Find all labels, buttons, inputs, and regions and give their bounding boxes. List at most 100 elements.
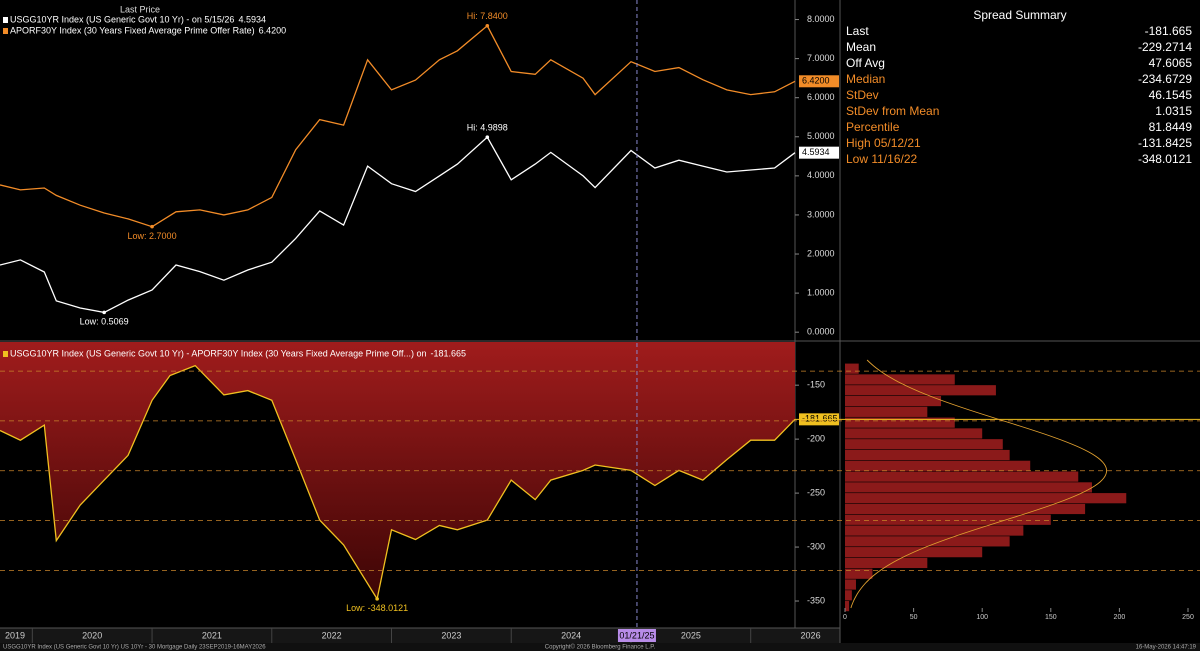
histogram-bar	[845, 395, 942, 407]
summary-value: -348.0121	[1138, 152, 1192, 166]
last-value-flag: 6.4200	[799, 75, 839, 88]
y-tick-label: 4.0000	[807, 170, 835, 180]
last-value-label: 6.4200	[802, 76, 830, 86]
histogram-bar	[845, 493, 1127, 504]
y-tick-label: 6.0000	[807, 92, 835, 102]
summary-value: 47.6065	[1149, 56, 1193, 70]
summary-label: Median	[846, 72, 885, 86]
summary-value: 81.8449	[1149, 120, 1193, 134]
legend-swatch	[3, 351, 8, 357]
y-tick-label: -150	[807, 380, 825, 390]
series-line	[0, 136, 796, 314]
histogram-bar	[845, 460, 1031, 471]
summary-value: 1.0315	[1155, 104, 1192, 118]
x-tick-label: 2022	[322, 630, 342, 640]
annotation-label: Hi: 7.8400	[467, 11, 508, 21]
y-tick-label: -350	[807, 595, 825, 605]
last-value-label: -181.665	[802, 414, 838, 424]
last-value-box	[799, 75, 839, 88]
legend-value: 6.4200	[259, 25, 287, 35]
legend-swatch	[3, 17, 8, 23]
summary-label: Percentile	[846, 120, 900, 134]
histogram-bar	[845, 525, 1024, 536]
summary-value: 46.1545	[1149, 88, 1193, 102]
x-tick-label: 0	[843, 614, 847, 621]
summary-label: High 05/12/21	[846, 136, 921, 150]
y-tick-label: 3.0000	[807, 209, 835, 219]
y-tick-label: 2.0000	[807, 248, 835, 258]
annotation-marker	[485, 135, 490, 139]
x-tick-label: 2021	[202, 630, 222, 640]
summary-value: -234.6729	[1138, 72, 1192, 86]
footer-right: 16-May-2026 14:47:19	[1136, 645, 1197, 651]
x-tick-label: 50	[910, 614, 918, 621]
histogram-bar	[845, 601, 850, 612]
footer-center: Copyright© 2026 Bloomberg Finance L.P.	[545, 644, 656, 651]
histogram-bar	[845, 428, 983, 439]
histogram-bar	[845, 557, 928, 569]
annotation-label: Low: -348.0121	[346, 603, 408, 613]
annotation-marker	[485, 23, 490, 28]
legend-title: Last Price	[120, 4, 160, 14]
legend-value: -181.665	[431, 348, 467, 358]
summary-value: -131.8425	[1138, 136, 1192, 150]
histogram-bar	[845, 482, 1092, 493]
x-tick-label: 2023	[441, 630, 461, 640]
x-tick-label: 150	[1045, 614, 1057, 621]
x-tick-label: 2025	[681, 630, 701, 640]
summary-label: Off Avg	[846, 56, 885, 70]
x-tick-label: 100	[976, 614, 988, 621]
annotation-label: Low: 2.7000	[128, 231, 177, 241]
summary-value: -229.2714	[1138, 40, 1192, 54]
last-value-box	[799, 146, 839, 159]
x-tick-label: 200	[1114, 614, 1126, 621]
y-tick-label: -300	[807, 541, 825, 551]
legend-label: USGG10YR Index (US Generic Govt 10 Yr) -…	[10, 14, 234, 24]
histogram-bar	[845, 417, 955, 428]
y-tick-label: 8.0000	[807, 14, 835, 24]
annotation-label: Low: 0.5069	[80, 317, 129, 327]
x-tick-label: 2026	[801, 630, 821, 640]
histogram-bar	[845, 568, 873, 579]
y-tick-label: 7.0000	[807, 53, 835, 63]
footer-left: USGG10YR Index (US Generic Govt 10 Yr) U…	[3, 645, 266, 651]
histogram-bar	[845, 406, 928, 417]
summary-label: Mean	[846, 40, 876, 54]
histogram-bar	[845, 503, 1086, 515]
x-tick-label: 2019	[5, 630, 25, 640]
summary-value: -181.665	[1145, 24, 1193, 38]
x-axis-band	[0, 628, 840, 643]
y-tick-label: 1.0000	[807, 287, 835, 297]
y-tick-label: -250	[807, 487, 825, 497]
footer-band	[0, 643, 1200, 651]
annotation-label: Hi: 4.9898	[467, 123, 508, 133]
summary-title: Spread Summary	[973, 8, 1066, 22]
legend-value: 4.5934	[238, 14, 266, 24]
annotation-marker	[102, 310, 106, 315]
y-tick-label: 0.0000	[807, 327, 835, 337]
histogram-bar	[845, 590, 852, 601]
last-value-flag: 4.5934	[799, 146, 839, 159]
summary-label: Low 11/16/22	[846, 152, 917, 166]
histogram-bar	[845, 514, 1051, 525]
summary-label: StDev	[846, 88, 879, 102]
y-tick-label: 5.0000	[807, 131, 835, 141]
cursor-label-box	[617, 629, 656, 642]
annotation-marker	[150, 224, 154, 229]
series-line	[0, 24, 796, 228]
legend-swatch	[3, 28, 8, 34]
x-tick-label: 250	[1182, 614, 1194, 621]
last-value-label: 4.5934	[802, 147, 830, 157]
y-tick-label: -200	[807, 434, 825, 444]
legend-label: APORF30Y Index (30 Years Fixed Average P…	[10, 25, 255, 35]
histogram-bar	[845, 449, 1010, 461]
histogram-bar	[845, 374, 955, 385]
x-tick-label: 2020	[82, 630, 102, 640]
annotation-marker	[375, 597, 379, 601]
histogram-bar	[845, 579, 856, 590]
summary-label: StDev from Mean	[846, 104, 939, 118]
legend-label: USGG10YR Index (US Generic Govt 10 Yr) -…	[10, 348, 427, 358]
summary-label: Last	[846, 24, 869, 38]
